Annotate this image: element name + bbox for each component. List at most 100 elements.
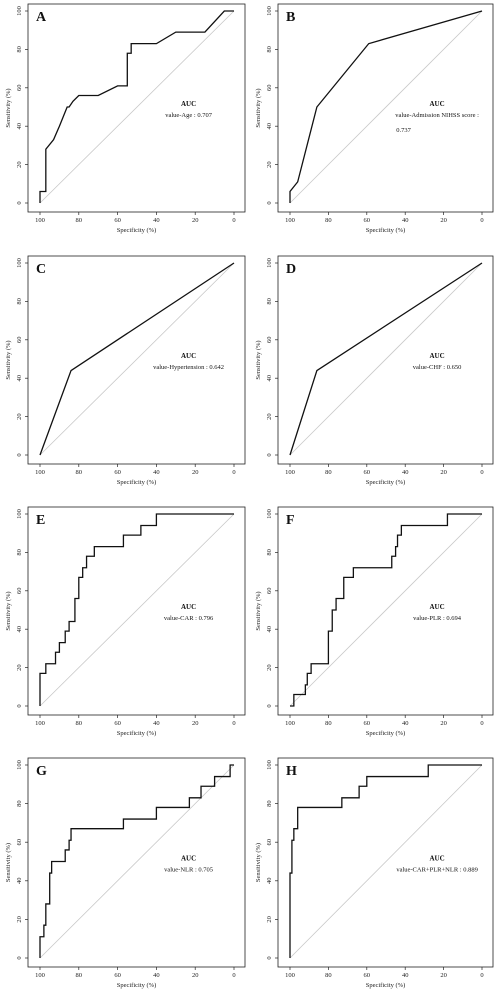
x-tick-label: 80 — [325, 469, 332, 476]
x-tick-label: 0 — [480, 720, 483, 727]
x-tick-label: 100 — [35, 217, 45, 224]
y-axis-label: Sensitivity (%) — [255, 591, 262, 630]
x-axis-label: Specificity (%) — [117, 982, 157, 989]
x-tick-label: 20 — [192, 217, 199, 224]
roc-curve — [39, 10, 234, 203]
auc-title: AUC — [181, 603, 196, 611]
x-axis-label: Specificity (%) — [366, 227, 406, 234]
plot-frame — [277, 757, 494, 968]
x-tick-label: 0 — [480, 972, 483, 979]
roc-panel-c: 0 20 40 60 80 100 100 80 60 40 20 0 Specificity (%) S… — [5, 255, 246, 486]
plot-frame — [277, 255, 494, 465]
x-tick-label: 60 — [114, 720, 121, 727]
x-tick-label: 60 — [364, 217, 371, 224]
roc-curve — [39, 513, 234, 706]
y-tick-label: 100 — [16, 258, 23, 268]
y-axis-label: Sensitivity (%) — [5, 591, 12, 630]
x-tick-label: 100 — [35, 469, 45, 476]
y-tick-label: 60 — [266, 85, 273, 92]
y-tick-label: 20 — [16, 161, 23, 168]
y-tick-label: 40 — [266, 626, 273, 633]
auc-value: value-CAR : 0.796 — [164, 615, 214, 622]
x-tick-label: 20 — [192, 972, 199, 979]
panel-label: C — [36, 262, 46, 277]
auc-value: value-Hypertension : 0.642 — [153, 364, 224, 371]
x-tick-label: 60 — [364, 972, 371, 979]
y-tick-label: 60 — [266, 839, 273, 846]
auc-title: AUC — [430, 603, 445, 611]
y-tick-label: 80 — [266, 298, 273, 305]
x-tick-label: 60 — [114, 972, 121, 979]
x-tick-label: 40 — [402, 720, 409, 727]
x-axis-label: Specificity (%) — [366, 730, 406, 737]
x-tick-label: 40 — [402, 469, 409, 476]
panel-label: H — [286, 764, 297, 779]
roc-panel-a: 0 20 40 60 80 100 100 80 60 40 20 0 Specificity (%) S… — [5, 3, 246, 234]
y-tick-label: 20 — [266, 916, 273, 923]
roc-curve — [289, 764, 482, 958]
y-axis-label: Sensitivity (%) — [255, 843, 262, 882]
x-tick-label: 100 — [35, 720, 45, 727]
y-tick-label: 0 — [16, 201, 23, 204]
y-tick-label: 60 — [16, 588, 23, 595]
x-axis-label: Specificity (%) — [366, 479, 406, 486]
roc-panel-b: 0 20 40 60 80 100 100 80 60 40 20 0 Specificity (%) S… — [255, 3, 494, 234]
y-tick-label: 20 — [16, 413, 23, 420]
auc-title: AUC — [181, 854, 196, 862]
auc-value: value-Admission NIHSS score : — [395, 112, 479, 119]
y-tick-label: 20 — [266, 161, 273, 168]
y-tick-label: 20 — [16, 664, 23, 671]
reference-diagonal — [39, 513, 235, 707]
x-tick-label: 60 — [364, 720, 371, 727]
x-tick-label: 0 — [480, 217, 483, 224]
panel-label: G — [36, 764, 47, 779]
y-tick-label: 40 — [16, 375, 23, 382]
auc-title: AUC — [430, 854, 445, 862]
y-tick-label: 60 — [266, 337, 273, 344]
y-tick-label: 100 — [16, 6, 23, 16]
x-axis-label: Specificity (%) — [366, 982, 406, 989]
y-tick-label: 0 — [266, 453, 273, 456]
roc-panel-g: 0 20 40 60 80 100 100 80 60 40 20 0 Specificity (%) S… — [5, 757, 246, 989]
auc-value: value-PLR : 0.694 — [413, 615, 462, 622]
x-tick-label: 0 — [480, 469, 483, 476]
roc-curve — [290, 513, 482, 707]
y-tick-label: 40 — [266, 123, 273, 130]
y-tick-label: 0 — [266, 704, 273, 707]
plot-frame — [277, 3, 494, 213]
auc-value: 0.737 — [396, 127, 411, 134]
y-tick-label: 40 — [266, 375, 273, 382]
x-tick-label: 80 — [325, 217, 332, 224]
y-tick-label: 100 — [266, 258, 273, 268]
y-axis-label: Sensitivity (%) — [255, 340, 262, 379]
x-tick-label: 40 — [153, 972, 160, 979]
y-tick-label: 40 — [16, 878, 23, 885]
roc-curve — [289, 262, 483, 456]
y-tick-label: 100 — [266, 6, 273, 16]
y-tick-label: 20 — [266, 413, 273, 420]
x-tick-label: 40 — [153, 469, 160, 476]
x-tick-label: 20 — [192, 469, 199, 476]
panel-label: F — [286, 513, 295, 528]
y-tick-label: 80 — [266, 549, 273, 556]
y-tick-label: 60 — [16, 337, 23, 344]
auc-value: value-NLR : 0.705 — [164, 866, 213, 873]
roc-panel-f: 0 20 40 60 80 100 100 80 60 40 20 0 Specificity (%) S… — [255, 506, 494, 737]
y-tick-label: 60 — [16, 85, 23, 92]
x-tick-label: 40 — [153, 720, 160, 727]
x-tick-label: 60 — [364, 469, 371, 476]
auc-title: AUC — [181, 100, 196, 108]
roc-curve — [289, 10, 483, 203]
reference-diagonal — [39, 262, 235, 456]
auc-value: value-Age : 0.707 — [165, 112, 213, 119]
y-tick-label: 80 — [266, 46, 273, 53]
y-tick-label: 60 — [16, 839, 23, 846]
y-tick-label: 100 — [266, 509, 273, 519]
x-tick-label: 40 — [153, 217, 160, 224]
x-tick-label: 20 — [192, 720, 199, 727]
auc-title: AUC — [430, 352, 445, 360]
x-tick-label: 80 — [325, 720, 332, 727]
x-tick-label: 80 — [76, 972, 83, 979]
x-tick-label: 20 — [440, 972, 447, 979]
roc-curve — [39, 262, 235, 456]
